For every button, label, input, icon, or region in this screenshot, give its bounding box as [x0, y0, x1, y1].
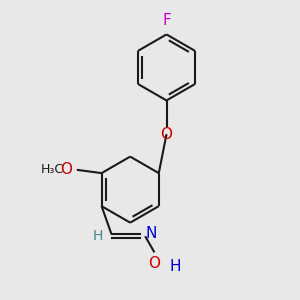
Text: H: H — [93, 229, 103, 243]
Text: O: O — [148, 256, 160, 271]
Text: F: F — [162, 13, 171, 28]
Text: H₃C: H₃C — [40, 163, 64, 176]
Text: H: H — [169, 259, 181, 274]
Text: N: N — [145, 226, 157, 241]
Text: O: O — [60, 162, 72, 177]
Text: O: O — [160, 127, 172, 142]
